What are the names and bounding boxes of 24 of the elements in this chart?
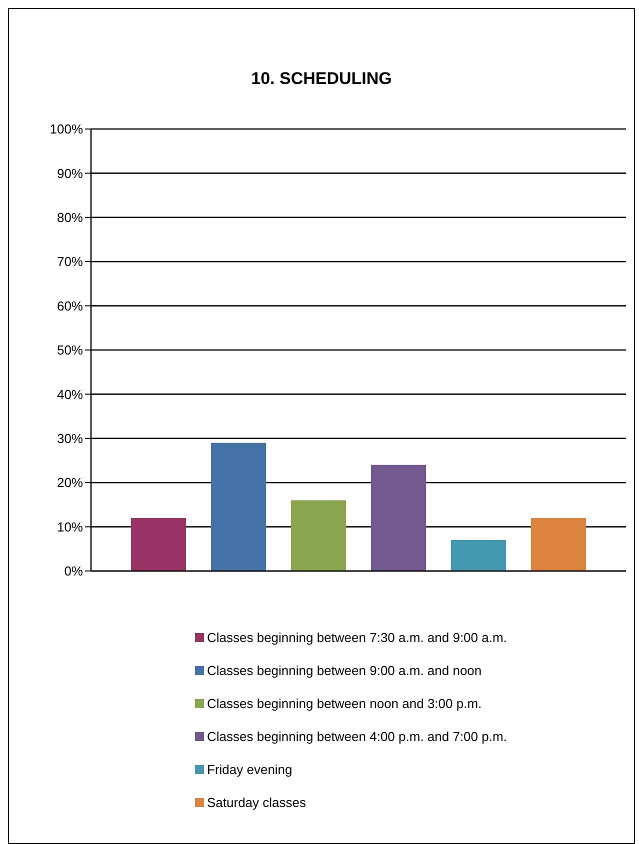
y-tick-label: 0%: [64, 564, 84, 579]
y-tick-label: 100%: [50, 122, 84, 137]
y-tick-label: 10%: [56, 519, 84, 534]
y-tick-label: 50%: [56, 342, 84, 358]
y-tick-label: 80%: [56, 210, 84, 226]
y-tick-label: 70%: [56, 254, 84, 270]
y-tick-label: 60%: [56, 298, 84, 314]
bar: [211, 442, 266, 571]
chart-title: 10. SCHEDULING: [250, 69, 393, 89]
bar: [291, 500, 346, 571]
legend-label: Classes beginning between 9:00 a.m. and noon: [207, 663, 482, 678]
bar: [371, 464, 426, 571]
bar: [451, 540, 506, 571]
bar: [531, 518, 586, 571]
bar: [131, 518, 186, 571]
legend-label: Classes beginning between 4:00 p.m. and 7:00 p.m.: [207, 729, 507, 744]
y-tick-label: 20%: [56, 475, 84, 490]
legend-label: Classes beginning between noon and 3:00 p.m.: [207, 696, 482, 711]
legend-label: Friday evening: [207, 762, 292, 777]
legend-label: Saturday classes: [207, 795, 306, 810]
y-tick-label: 40%: [56, 386, 84, 402]
legend-label: Classes beginning between 7:30 a.m. and 9:00 a.m.: [207, 630, 507, 645]
y-tick-label: 30%: [56, 431, 84, 446]
y-tick-label: 90%: [56, 166, 84, 181]
